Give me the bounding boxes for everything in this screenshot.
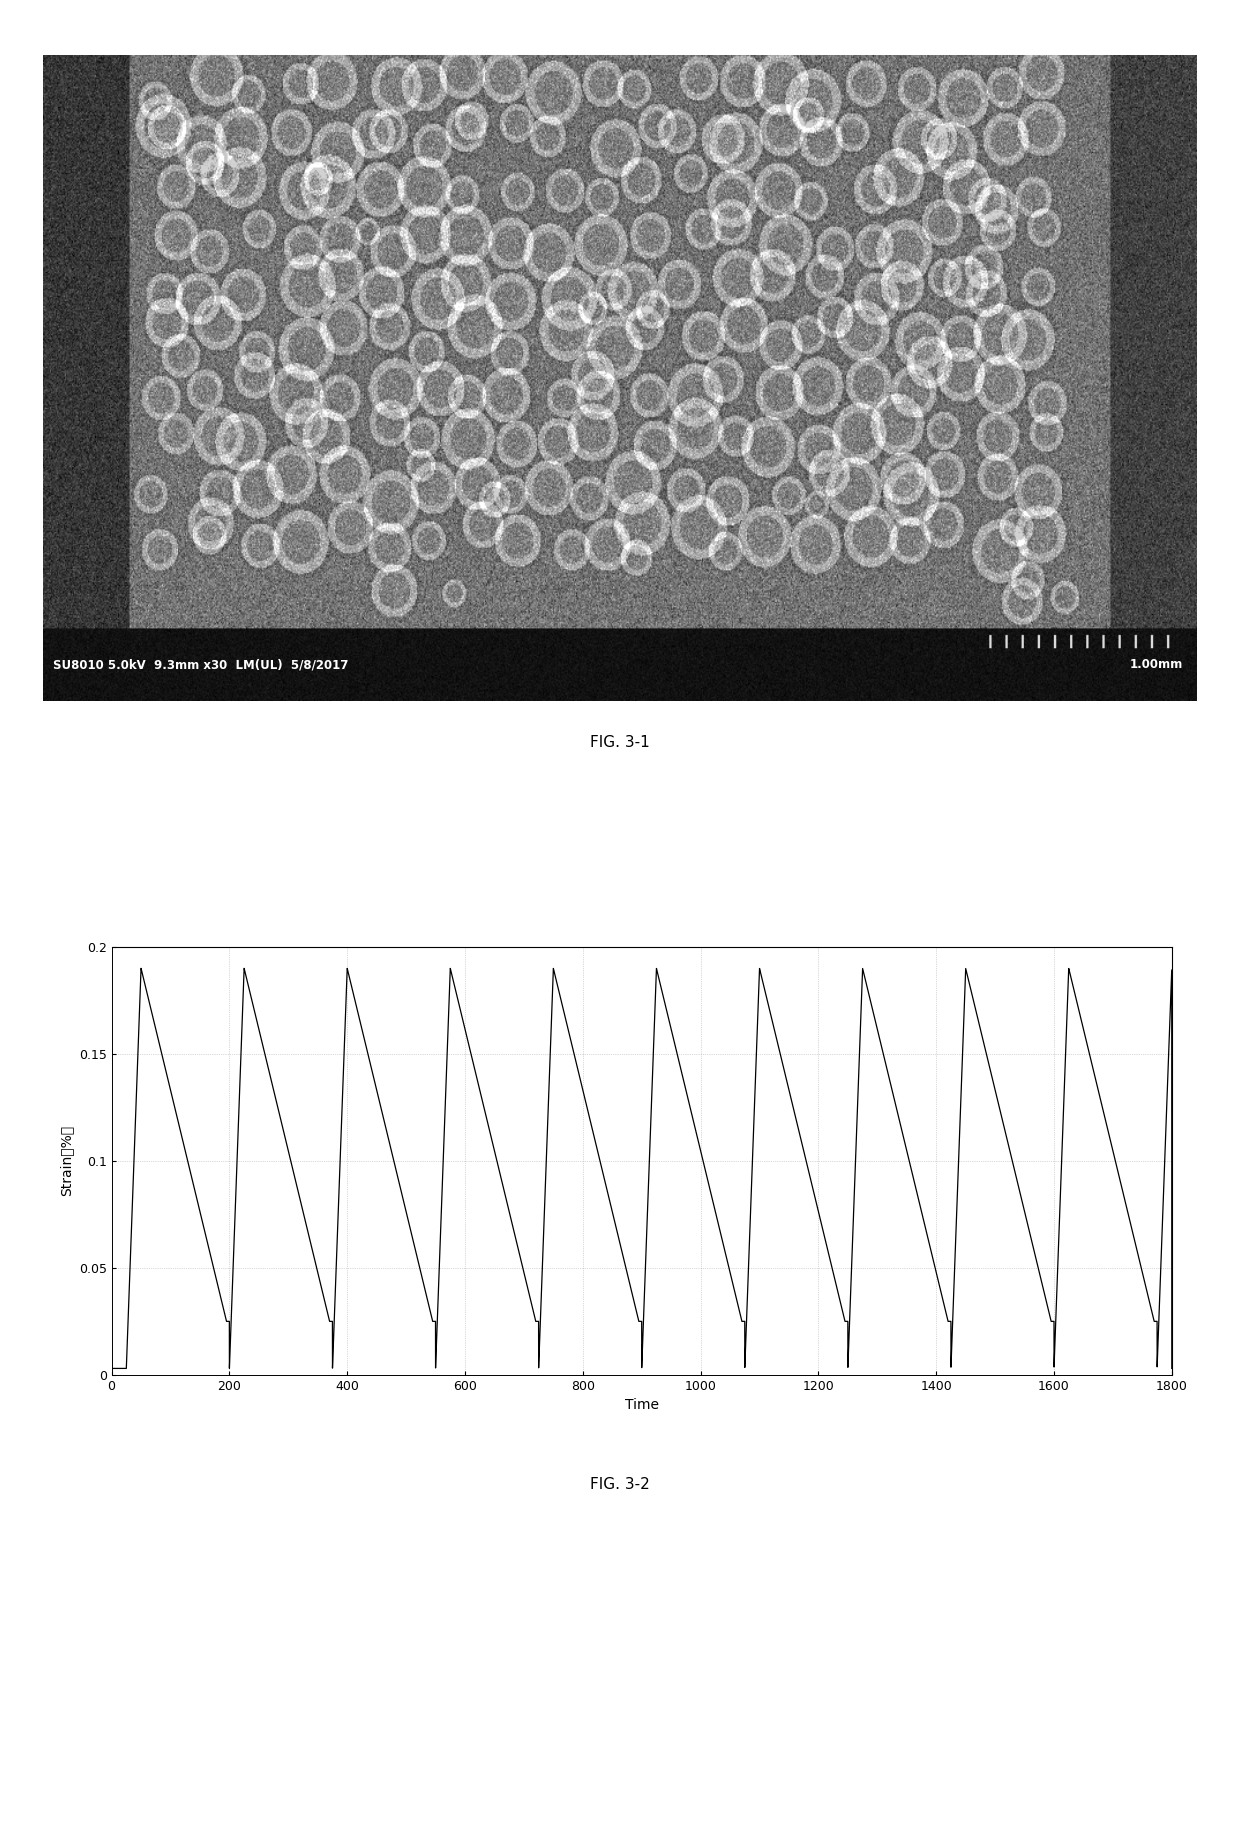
Text: 1.00mm: 1.00mm: [1130, 659, 1183, 672]
Text: FIG. 3-2: FIG. 3-2: [590, 1477, 650, 1491]
Text: FIG. 3-1: FIG. 3-1: [590, 736, 650, 750]
X-axis label: Time: Time: [625, 1399, 658, 1413]
Y-axis label: Strain（%）: Strain（%）: [60, 1125, 73, 1196]
Text: SU8010 5.0kV  9.3mm x30  LM(UL)  5/8/2017: SU8010 5.0kV 9.3mm x30 LM(UL) 5/8/2017: [53, 659, 348, 672]
